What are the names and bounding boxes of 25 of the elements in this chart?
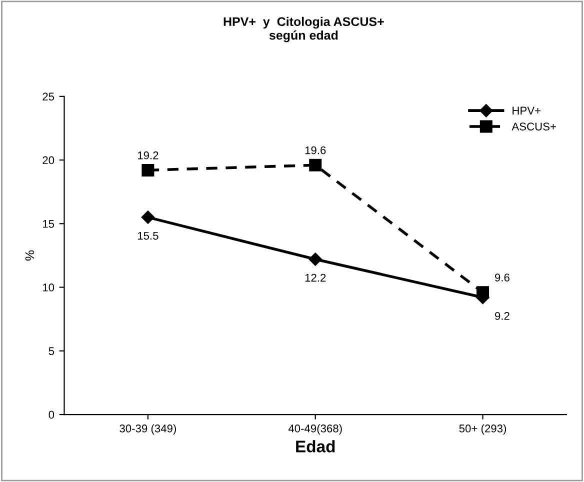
y-axis-title: % bbox=[25, 250, 34, 261]
chart-title: HPV+ y Citologia ASCUS+ según edad bbox=[224, 16, 384, 42]
y-tick-label: 25 bbox=[42, 92, 54, 101]
x-axis-title: Edad bbox=[296, 440, 335, 452]
data-label: 19.2 bbox=[138, 151, 158, 160]
y-tick-label: 0 bbox=[48, 410, 54, 419]
point bbox=[141, 210, 155, 224]
data-label: 19.6 bbox=[305, 146, 326, 154]
y-tick-label: 15 bbox=[43, 220, 54, 228]
y-tick-label: 10 bbox=[43, 284, 54, 292]
legend-label: HPV+ bbox=[512, 106, 540, 114]
point bbox=[308, 252, 322, 266]
x-tick-label: 50+ (293) bbox=[459, 424, 506, 435]
data-label: 9.6 bbox=[495, 274, 510, 282]
point bbox=[142, 164, 154, 176]
legend-label: ASCUS+ bbox=[512, 122, 556, 130]
point bbox=[476, 286, 490, 299]
data-label: 9.2 bbox=[495, 312, 510, 320]
y-tick-label: 20 bbox=[42, 156, 54, 164]
data-label: 12.2 bbox=[305, 274, 326, 282]
y-tick-label: 5 bbox=[48, 347, 54, 356]
x-tick-label: 30-39 (349) bbox=[120, 424, 176, 435]
x-tick-label: 40-49(368) bbox=[288, 424, 342, 435]
point bbox=[309, 158, 322, 172]
data-label: 15.5 bbox=[138, 232, 158, 240]
